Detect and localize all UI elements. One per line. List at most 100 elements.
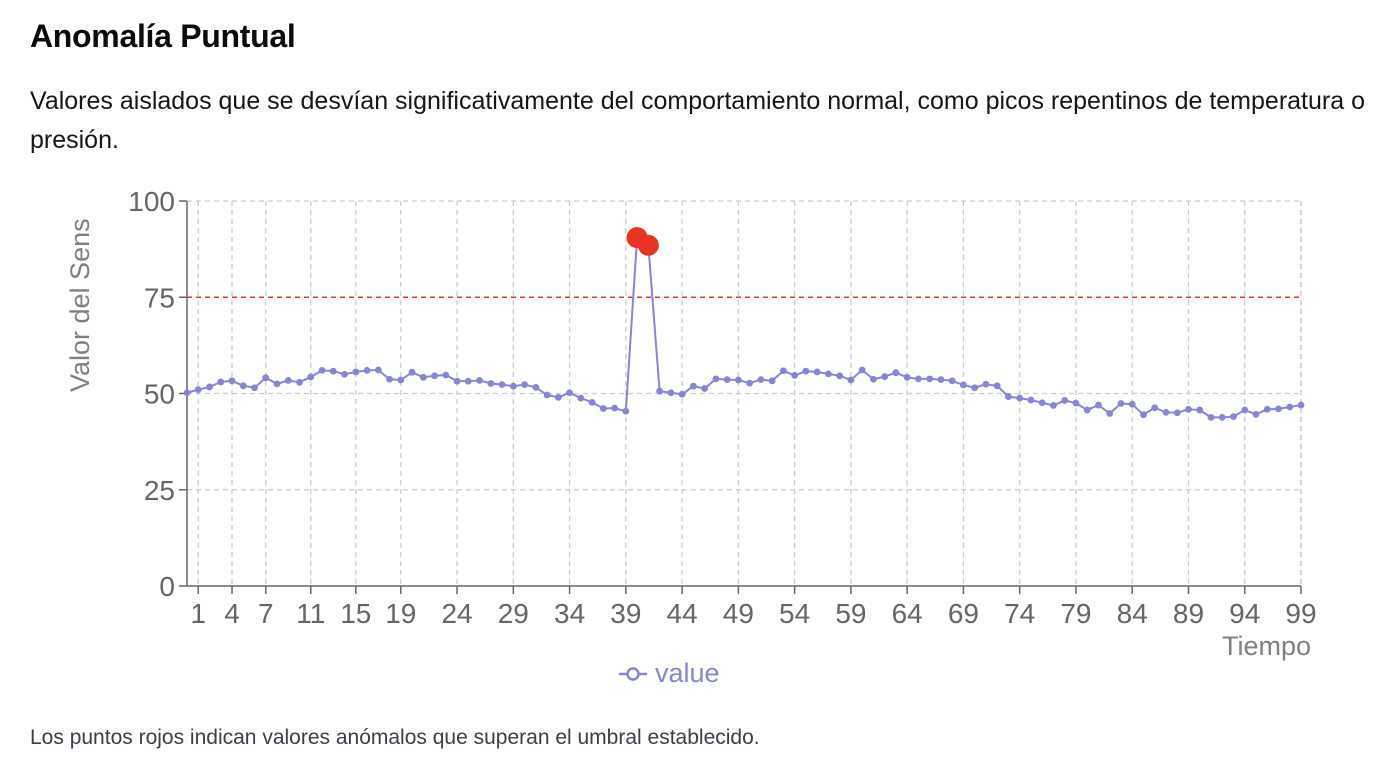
data-point[interactable] <box>262 374 270 382</box>
data-point[interactable] <box>217 378 225 386</box>
data-point[interactable] <box>1286 403 1294 411</box>
data-point[interactable] <box>239 382 247 390</box>
data-point[interactable] <box>284 377 292 384</box>
data-point[interactable] <box>487 380 495 387</box>
data-point[interactable] <box>206 383 213 391</box>
data-point[interactable] <box>374 366 382 374</box>
data-point[interactable] <box>1095 401 1102 409</box>
data-point[interactable] <box>903 373 911 381</box>
data-point[interactable] <box>757 376 765 384</box>
data-point[interactable] <box>768 377 776 385</box>
data-point[interactable] <box>1207 413 1215 421</box>
data-point[interactable] <box>1072 399 1080 407</box>
data-point[interactable] <box>442 371 450 379</box>
data-point[interactable] <box>251 384 258 392</box>
data-point[interactable] <box>779 367 787 375</box>
data-point[interactable] <box>892 369 900 377</box>
data-point[interactable] <box>870 375 877 383</box>
data-point[interactable] <box>566 389 573 397</box>
data-point[interactable] <box>915 375 922 383</box>
data-point[interactable] <box>408 368 416 376</box>
data-point[interactable] <box>1196 406 1204 414</box>
data-point[interactable] <box>532 383 540 391</box>
data-point[interactable] <box>588 398 596 406</box>
data-point[interactable] <box>1151 404 1159 412</box>
data-point[interactable] <box>1061 397 1069 404</box>
data-point[interactable] <box>1252 410 1260 418</box>
data-point[interactable] <box>273 380 281 388</box>
data-point[interactable] <box>1050 402 1057 409</box>
data-point[interactable] <box>554 393 562 401</box>
data-point[interactable] <box>746 379 754 387</box>
data-point[interactable] <box>993 382 1001 390</box>
data-point[interactable] <box>183 389 191 397</box>
data-point[interactable] <box>543 391 551 399</box>
data-point[interactable] <box>1038 399 1046 407</box>
data-point[interactable] <box>341 370 348 378</box>
data-point[interactable] <box>824 370 832 378</box>
data-point[interactable] <box>307 373 315 381</box>
data-point[interactable] <box>194 386 202 394</box>
data-point[interactable] <box>1173 409 1181 417</box>
data-point[interactable] <box>1263 405 1271 413</box>
data-point[interactable] <box>599 405 607 412</box>
data-point[interactable] <box>937 376 945 384</box>
data-point[interactable] <box>1297 401 1305 409</box>
data-point[interactable] <box>656 387 664 395</box>
data-point[interactable] <box>1275 405 1282 413</box>
data-point[interactable] <box>228 377 236 385</box>
data-point[interactable] <box>521 381 528 389</box>
data-point[interactable] <box>1162 408 1170 416</box>
data-point[interactable] <box>1117 400 1125 407</box>
anomaly-point[interactable] <box>637 234 659 256</box>
data-point[interactable] <box>363 367 371 374</box>
data-point[interactable] <box>1140 411 1147 419</box>
data-point[interactable] <box>701 385 709 392</box>
data-point[interactable] <box>1128 400 1136 408</box>
data-point[interactable] <box>734 376 742 384</box>
data-point[interactable] <box>397 376 405 384</box>
data-point[interactable] <box>881 373 889 380</box>
data-point[interactable] <box>509 382 517 390</box>
data-point[interactable] <box>678 390 686 398</box>
data-point[interactable] <box>329 367 337 375</box>
data-point[interactable] <box>431 372 438 380</box>
data-point[interactable] <box>926 375 934 383</box>
data-point[interactable] <box>1083 406 1091 414</box>
data-point[interactable] <box>960 381 967 389</box>
data-point[interactable] <box>689 382 697 390</box>
data-point[interactable] <box>1241 406 1249 414</box>
data-point[interactable] <box>577 394 585 402</box>
data-point[interactable] <box>948 377 956 385</box>
data-point[interactable] <box>1185 405 1192 413</box>
data-point[interactable] <box>813 368 821 376</box>
data-point[interactable] <box>1106 410 1114 417</box>
data-point[interactable] <box>1016 394 1024 402</box>
data-point[interactable] <box>858 366 866 374</box>
data-point[interactable] <box>476 377 483 384</box>
data-point[interactable] <box>296 378 303 386</box>
data-point[interactable] <box>386 375 393 383</box>
data-point[interactable] <box>847 376 855 384</box>
data-point[interactable] <box>982 380 990 388</box>
data-point[interactable] <box>1218 413 1226 421</box>
data-point[interactable] <box>611 404 618 412</box>
data-point[interactable] <box>802 367 810 375</box>
data-point[interactable] <box>498 381 506 389</box>
data-point[interactable] <box>419 373 427 381</box>
data-point[interactable] <box>1027 396 1035 404</box>
data-point[interactable] <box>352 368 360 376</box>
data-point[interactable] <box>723 376 731 384</box>
data-point[interactable] <box>318 367 326 374</box>
data-point[interactable] <box>836 372 844 380</box>
data-point[interactable] <box>1230 413 1237 420</box>
data-point[interactable] <box>971 384 979 392</box>
data-point[interactable] <box>712 375 720 383</box>
data-point[interactable] <box>453 377 461 385</box>
data-point[interactable] <box>464 377 472 385</box>
legend[interactable]: value <box>619 658 720 688</box>
data-point[interactable] <box>1005 393 1012 400</box>
data-point[interactable] <box>791 372 799 379</box>
data-point[interactable] <box>622 407 630 415</box>
data-point[interactable] <box>667 389 675 397</box>
